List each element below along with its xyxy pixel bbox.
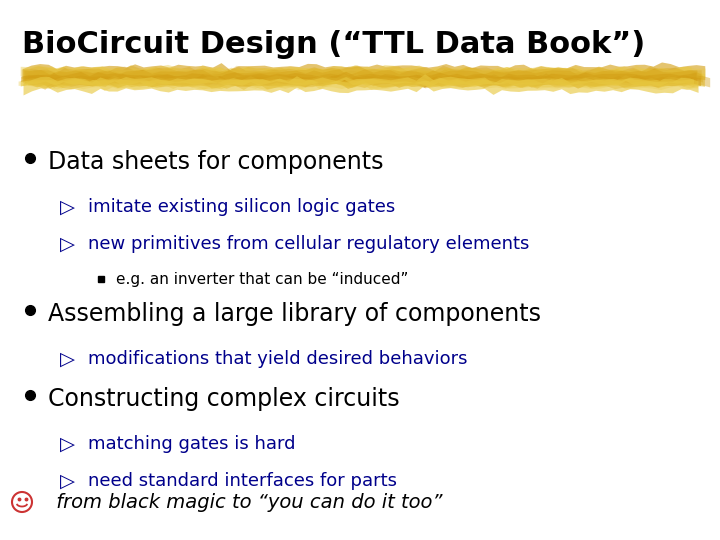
- Text: Assembling a large library of components: Assembling a large library of components: [48, 302, 541, 326]
- Text: ▷: ▷: [60, 198, 75, 217]
- Text: e.g. an inverter that can be “induced”: e.g. an inverter that can be “induced”: [116, 272, 408, 287]
- Text: ▷: ▷: [60, 235, 75, 254]
- Text: modifications that yield desired behaviors: modifications that yield desired behavio…: [88, 350, 467, 368]
- Text: ▷: ▷: [60, 472, 75, 491]
- Text: imitate existing silicon logic gates: imitate existing silicon logic gates: [88, 198, 395, 216]
- Text: new primitives from cellular regulatory elements: new primitives from cellular regulatory …: [88, 235, 529, 253]
- Text: from black magic to “you can do it too”: from black magic to “you can do it too”: [50, 492, 443, 511]
- Text: matching gates is hard: matching gates is hard: [88, 435, 295, 453]
- Text: ▷: ▷: [60, 350, 75, 369]
- Text: BioCircuit Design (“TTL Data Book”): BioCircuit Design (“TTL Data Book”): [22, 30, 645, 59]
- Text: Data sheets for components: Data sheets for components: [48, 150, 384, 174]
- Text: Constructing complex circuits: Constructing complex circuits: [48, 387, 400, 411]
- Text: ▷: ▷: [60, 435, 75, 454]
- Text: need standard interfaces for parts: need standard interfaces for parts: [88, 472, 397, 490]
